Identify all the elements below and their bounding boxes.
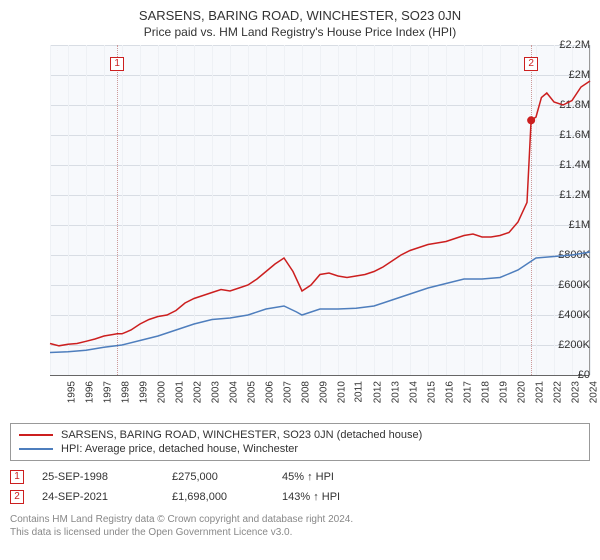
entry-price: £1,698,000 xyxy=(172,491,282,503)
x-axis-label: 2001 xyxy=(174,381,185,403)
legend: SARSENS, BARING ROAD, WINCHESTER, SO23 0… xyxy=(10,423,590,461)
x-axis-label: 2022 xyxy=(552,381,563,403)
x-axis-label: 2008 xyxy=(300,381,311,403)
x-axis-label: 1997 xyxy=(102,381,113,403)
copyright-line-1: Contains HM Land Registry data © Crown c… xyxy=(10,513,590,526)
x-axis-label: 2023 xyxy=(570,381,581,403)
transaction-entries: 1 25-SEP-1998£275,00045% ↑ HPI 2 24-SEP-202… xyxy=(10,467,590,507)
x-axis-label: 1996 xyxy=(84,381,95,403)
gridline-v xyxy=(590,45,591,375)
entry-date: 24-SEP-2021 xyxy=(42,491,172,503)
x-axis-label: 2000 xyxy=(156,381,167,403)
legend-swatch xyxy=(19,434,53,436)
x-axis-label: 2003 xyxy=(210,381,221,403)
entry-badge: 1 xyxy=(10,470,24,484)
legend-swatch xyxy=(19,448,53,450)
legend-item: SARSENS, BARING ROAD, WINCHESTER, SO23 0… xyxy=(19,428,581,442)
x-axis-label: 2024 xyxy=(588,381,599,403)
x-axis-label: 2011 xyxy=(354,381,365,403)
x-axis-label: 2006 xyxy=(264,381,275,403)
series-hpi xyxy=(50,252,590,353)
entry-diff: 143% ↑ HPI xyxy=(282,491,402,503)
x-axis-label: 2021 xyxy=(534,381,545,403)
x-axis-label: 2012 xyxy=(372,381,383,403)
legend-item: HPI: Average price, detached house, Winc… xyxy=(19,442,581,456)
entry-diff: 45% ↑ HPI xyxy=(282,471,402,483)
x-axis-label: 1998 xyxy=(120,381,131,403)
chart-subtitle: Price paid vs. HM Land Registry's House … xyxy=(10,25,590,39)
x-axis-label: 2007 xyxy=(282,381,293,403)
x-axis-label: 2017 xyxy=(462,381,473,403)
entry-row: 2 24-SEP-2021£1,698,000143% ↑ HPI xyxy=(10,487,590,507)
chart-area: £0£200K£400K£600K£800K£1M£1.2M£1.4M£1.6M… xyxy=(10,45,590,415)
x-axis-label: 2005 xyxy=(246,381,257,403)
x-axis-label: 2010 xyxy=(336,381,347,403)
series-price_paid xyxy=(50,81,590,346)
entry-date: 25-SEP-1998 xyxy=(42,471,172,483)
chart-title: SARSENS, BARING ROAD, WINCHESTER, SO23 0… xyxy=(10,8,590,23)
copyright-notice: Contains HM Land Registry data © Crown c… xyxy=(10,513,590,539)
x-axis-label: 2015 xyxy=(426,381,437,403)
x-axis-label: 2013 xyxy=(390,381,401,403)
entry-price: £275,000 xyxy=(172,471,282,483)
entry-badge: 2 xyxy=(10,490,24,504)
x-axis-label: 2020 xyxy=(516,381,527,403)
legend-label: SARSENS, BARING ROAD, WINCHESTER, SO23 0… xyxy=(61,429,422,441)
entry-row: 1 25-SEP-1998£275,00045% ↑ HPI xyxy=(10,467,590,487)
x-axis-label: 2009 xyxy=(318,381,329,403)
x-axis-label: 2018 xyxy=(480,381,491,403)
x-axis-label: 2004 xyxy=(228,381,239,403)
copyright-line-2: This data is licensed under the Open Gov… xyxy=(10,526,590,539)
x-axis-label: 2014 xyxy=(408,381,419,403)
chart-container: SARSENS, BARING ROAD, WINCHESTER, SO23 0… xyxy=(0,0,600,560)
x-axis-label: 1999 xyxy=(138,381,149,403)
x-axis-label: 2016 xyxy=(444,381,455,403)
x-axis-label: 2019 xyxy=(498,381,509,403)
x-axis-label: 2002 xyxy=(192,381,203,403)
marker-dot xyxy=(527,116,535,124)
legend-label: HPI: Average price, detached house, Winc… xyxy=(61,443,298,455)
chart-lines xyxy=(50,45,590,375)
x-axis-label: 1995 xyxy=(66,381,77,403)
